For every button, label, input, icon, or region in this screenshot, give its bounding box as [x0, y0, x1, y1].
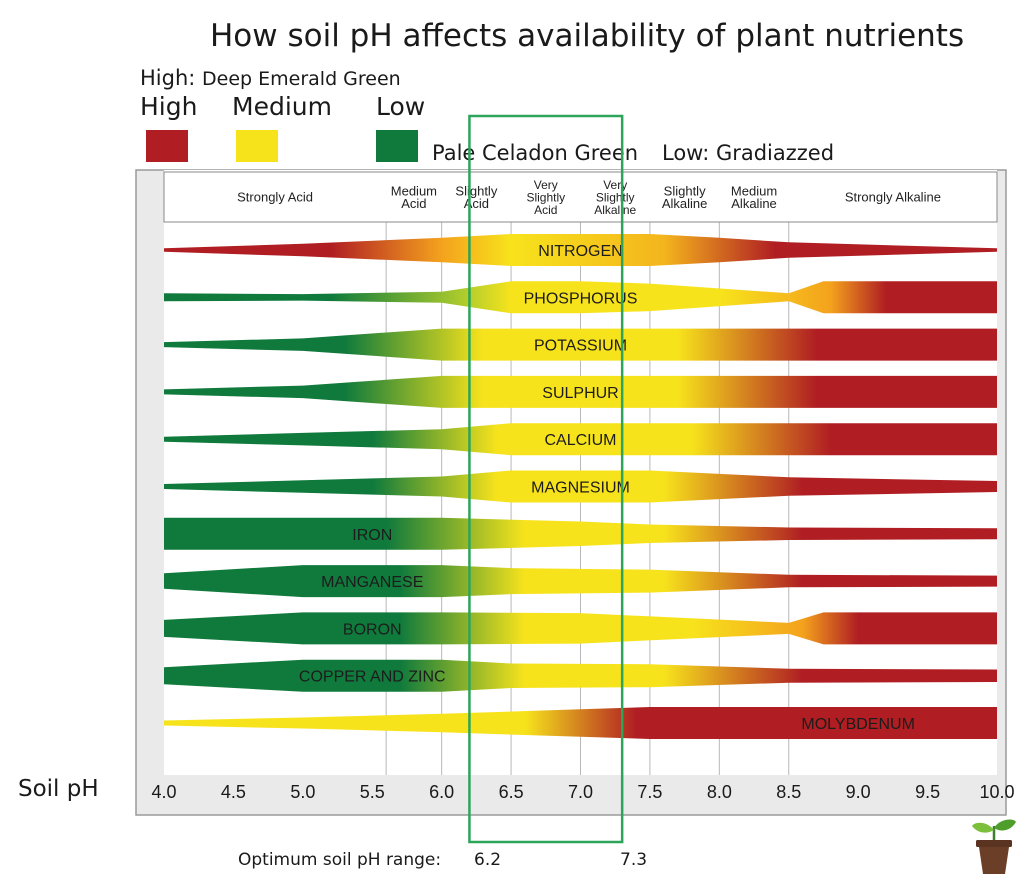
nutrient-label: IRON	[352, 527, 392, 544]
band-iron	[164, 517, 997, 550]
ph-range-label: Strongly Alkaline	[845, 190, 941, 205]
ph-range-label: Alkaline	[594, 203, 636, 217]
ph-range-label: Medium	[731, 183, 777, 198]
ph-range-header: Strongly Acid MediumAcidSlightlyAcidVeryS…	[163, 171, 998, 223]
ph-range-label: Slightly	[526, 191, 565, 205]
optimum-range-box	[468, 114, 624, 844]
pale-celadon-note: Pale Celadon Green	[432, 141, 639, 165]
ph-range-label: Slightly	[455, 183, 497, 198]
nutrient-label: SULPHUR	[542, 385, 618, 402]
ph-range-label: Alkaline	[662, 196, 708, 211]
legend-label-high: High	[140, 92, 198, 121]
x-axis-ticks: 4.0 4.5 5.0 5.5 6.0 6.5 7.0 7.5 8.0 8.5 9.0 9.5 10.0	[151, 782, 1014, 802]
nutrient-bands	[164, 234, 997, 739]
legend-note-prefix: High:	[140, 66, 196, 90]
ph-range-label: Acid	[401, 196, 426, 211]
nutrient-label: CALCIUM	[544, 432, 616, 449]
ph-range-label: Alkaline	[731, 196, 777, 211]
nutrient-label: COPPER AND ZINC	[299, 669, 446, 686]
ph-range-label: Acid	[534, 203, 557, 217]
nutrient-label: MANGANESE	[321, 574, 423, 591]
band-phosphorus	[164, 281, 997, 314]
band-sulphur	[164, 375, 997, 408]
ph-range-label: Slightly	[664, 183, 706, 198]
nutrient-label: BORON	[343, 621, 402, 638]
chart-title: How soil pH affects availability of plan…	[210, 18, 965, 54]
potted-plant-icon	[972, 819, 1016, 874]
low-note: Low: Gradiazzed	[662, 141, 835, 165]
nutrient-label: POTASSIUM	[534, 338, 627, 355]
legend-note: High: Deep Emerald Green	[140, 66, 401, 90]
header-band	[163, 171, 998, 223]
optimum-range-label: Optimum soil pH range:	[238, 850, 442, 870]
nutrient-label: NITROGEN	[538, 243, 622, 260]
x-tick-label: 10.0	[979, 782, 1014, 802]
nutrient-label: PHOSPHORUS	[524, 290, 638, 307]
nutrient-label: MOLYBDENUM	[801, 716, 915, 733]
band-magnesium	[164, 470, 997, 503]
legend-label-low: Low	[376, 92, 426, 121]
legend-swatch-low	[376, 130, 418, 162]
legend-swatch-medium	[236, 130, 278, 162]
x-tick-label: 8.0	[707, 782, 732, 802]
band-boron	[164, 612, 997, 645]
x-tick-label: 7.5	[637, 782, 662, 802]
x-tick-label: 5.5	[360, 782, 385, 802]
band-molybdenum	[164, 707, 997, 739]
x-axis-label: Soil pH	[18, 776, 99, 802]
band-manganese	[164, 565, 997, 598]
legend-label-medium: Medium	[232, 92, 332, 121]
x-tick-label: 4.5	[221, 782, 246, 802]
x-tick-label: 9.0	[846, 782, 871, 802]
ph-range-label: Strongly Acid	[237, 190, 313, 205]
legend-swatch-high	[146, 130, 188, 162]
ph-range-label: Acid	[464, 196, 489, 211]
ph-range-label: Medium	[391, 183, 437, 198]
nutrient-label: MAGNESIUM	[531, 480, 630, 497]
optimum-max-value: 7.3	[620, 850, 648, 870]
x-tick-label: 9.5	[915, 782, 940, 802]
ph-range-label: Very	[534, 178, 558, 192]
band-copper-and-zinc	[164, 659, 997, 692]
optimum-min-value: 6.2	[474, 850, 502, 870]
x-tick-label: 4.0	[151, 782, 176, 802]
x-tick-label: 7.0	[568, 782, 593, 802]
x-tick-label: 6.0	[429, 782, 454, 802]
legend-note-suffix: Deep Emerald Green	[202, 68, 401, 90]
x-tick-label: 5.0	[290, 782, 315, 802]
band-calcium	[164, 423, 997, 456]
nutrient-labels: NITROGEN PHOSPHORUS POTASSIUM SULPHUR CALCIU…	[299, 243, 915, 733]
x-tick-label: 6.5	[499, 782, 524, 802]
band-potassium	[164, 328, 997, 361]
band-nitrogen	[164, 234, 997, 266]
ph-range-label: Slightly	[596, 191, 635, 205]
x-tick-label: 8.5	[776, 782, 801, 802]
